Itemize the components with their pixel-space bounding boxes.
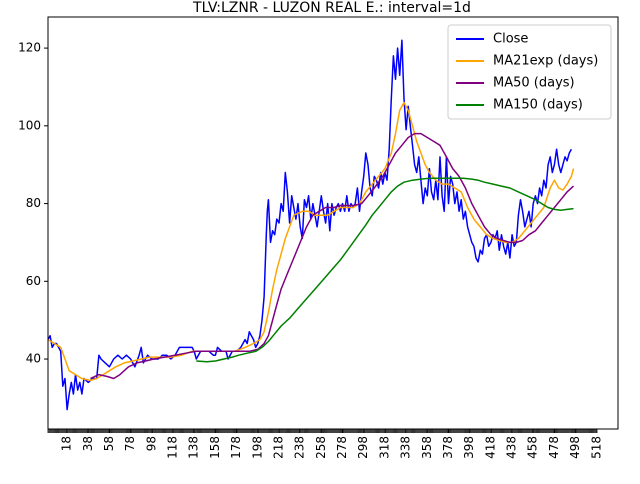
x-tick-label-10: 218: [271, 436, 285, 459]
series-line-3: [196, 177, 574, 363]
x-tick-label-7: 158: [208, 436, 222, 459]
axes-layer: 18 38 58 78 98 118 138 158 178 198 218 238 258 278 298…: [18, 16, 619, 459]
x-tick-label-6: 138: [187, 436, 201, 459]
x-tick-label-4: 98: [144, 436, 158, 451]
x-tick-label-5: 118: [166, 436, 180, 459]
legend: Close MA21exp (days) MA50 (days) MA150 (day…: [447, 24, 612, 120]
x-tick-label-25: 518: [589, 436, 603, 459]
legend-label-0: Close: [493, 32, 528, 47]
x-tick-label-13: 278: [335, 436, 349, 459]
series-line-2: [90, 132, 575, 380]
x-tick-label-18: 378: [441, 436, 455, 459]
x-tick-label-24: 498: [568, 436, 582, 459]
x-tick-label-22: 458: [526, 436, 540, 459]
series-layer: [47, 39, 575, 411]
legend-box: [447, 24, 612, 120]
x-tick-label-0: 18: [60, 436, 74, 451]
x-tick-label-8: 178: [229, 436, 243, 459]
x-tick-label-3: 78: [123, 436, 137, 451]
x-tick-label-23: 478: [547, 436, 561, 459]
x-tick-label-16: 338: [399, 436, 413, 459]
series-line-1: [47, 101, 575, 382]
y-tick-label-3: 100: [18, 118, 41, 132]
y-tick-label-1: 60: [26, 274, 41, 288]
x-tick-label-2: 58: [102, 436, 116, 451]
x-tick-label-20: 418: [483, 436, 497, 459]
x-tick-label-19: 398: [462, 436, 476, 459]
x-tick-label-12: 258: [314, 436, 328, 459]
x-tick-label-11: 238: [293, 436, 307, 459]
x-tick-label-21: 438: [505, 436, 519, 459]
x-tick-label-1: 38: [81, 436, 95, 451]
legend-label-1: MA21exp (days): [493, 54, 598, 69]
legend-label-3: MA150 (days): [493, 98, 583, 113]
x-minor-ticks: [47, 429, 598, 433]
x-tick-label-15: 318: [377, 436, 391, 459]
chart-title: TLV:LZNR - LUZON REAL E.: interval=1d: [192, 0, 471, 16]
y-tick-label-4: 120: [18, 41, 41, 55]
y-tick-label-0: 40: [26, 352, 41, 366]
legend-label-2: MA50 (days): [493, 76, 575, 91]
y-tick-label-2: 80: [26, 196, 41, 210]
x-tick-label-17: 358: [420, 436, 434, 459]
x-tick-label-14: 298: [356, 436, 370, 459]
x-tick-label-9: 198: [250, 436, 264, 459]
